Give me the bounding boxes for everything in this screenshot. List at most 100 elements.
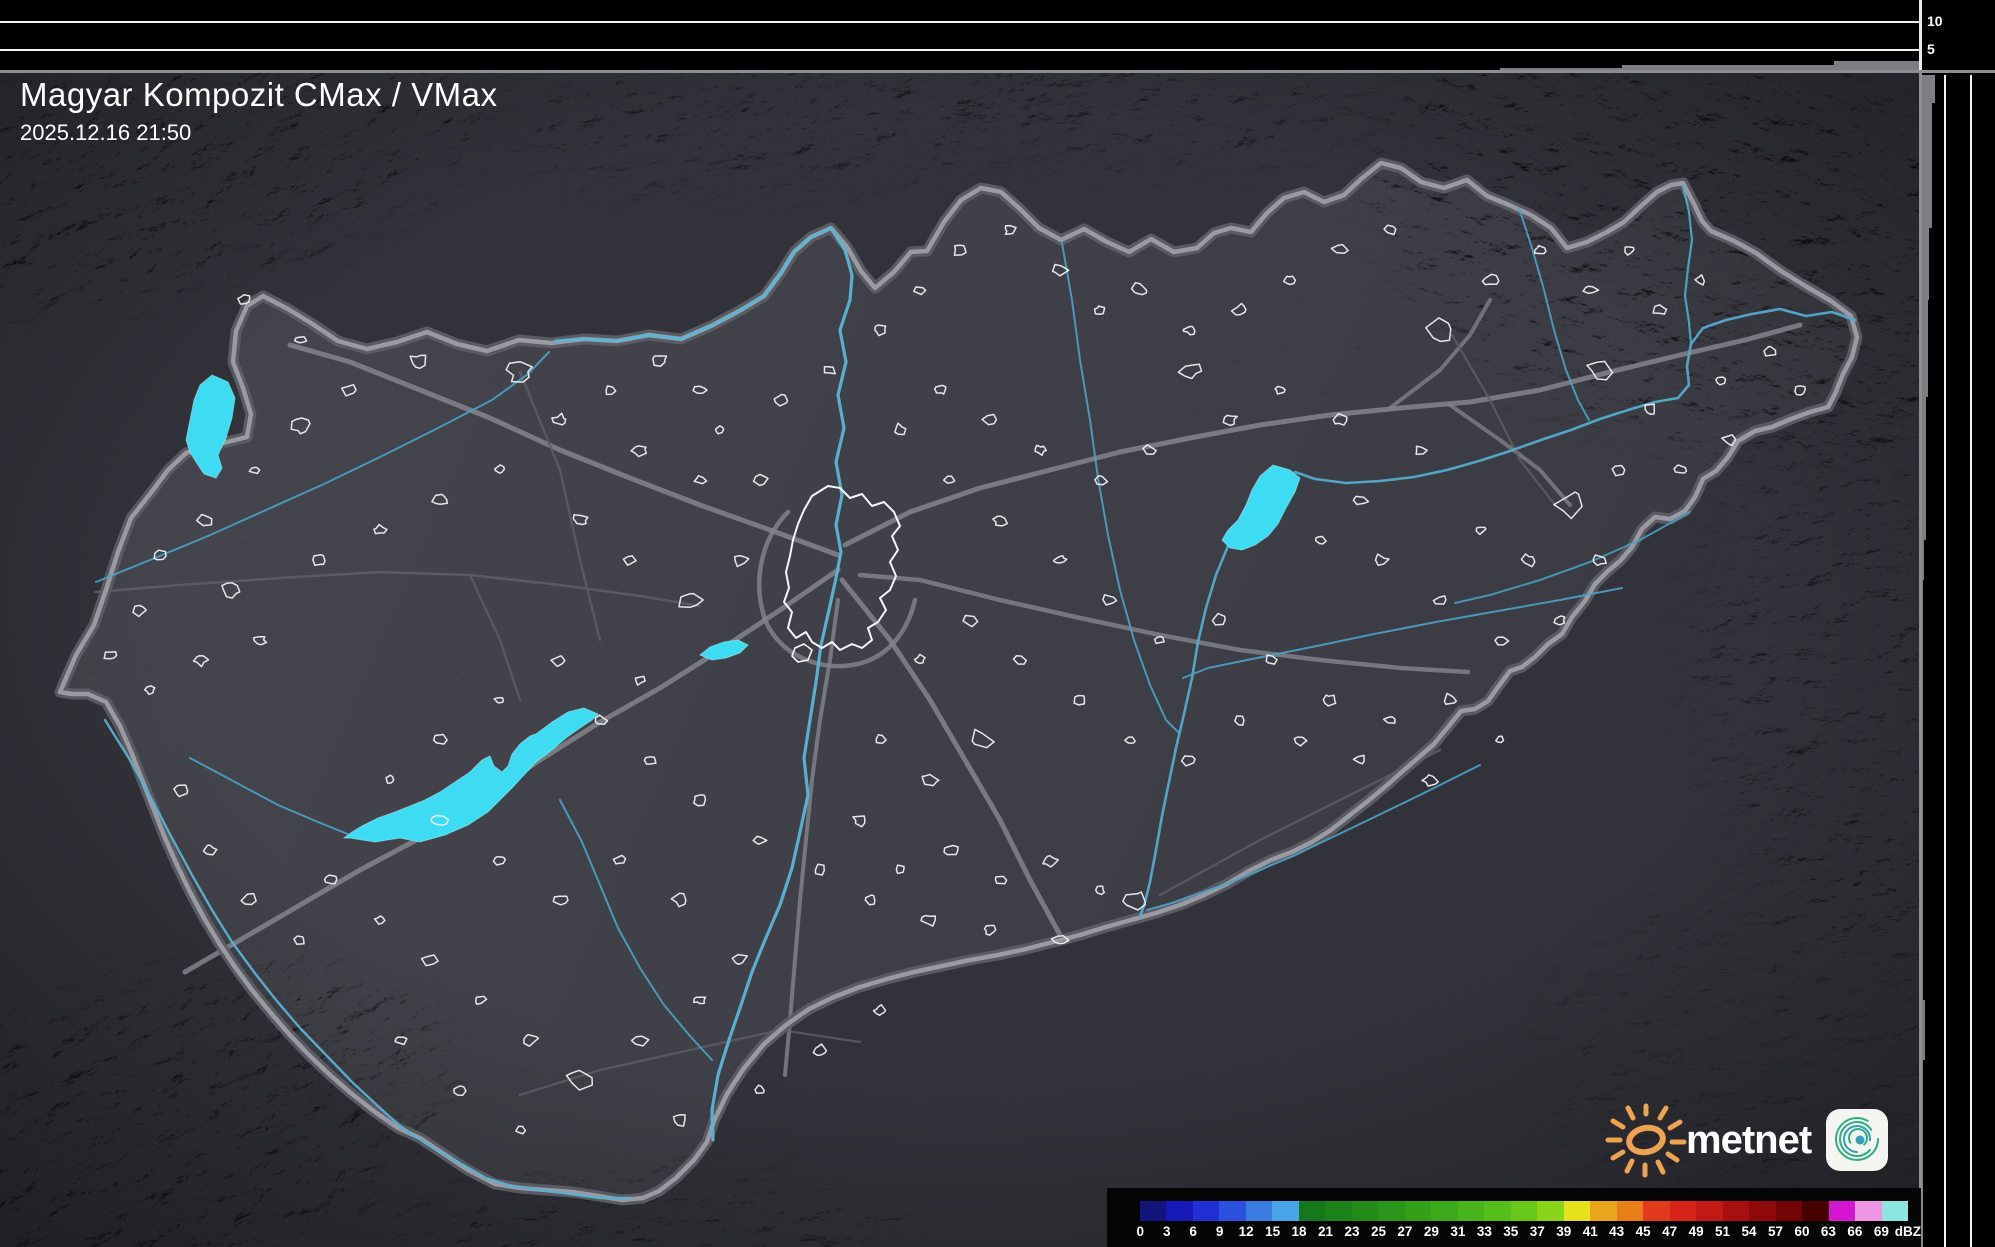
top-profile-label-10: 10 — [1927, 13, 1943, 29]
river-zagyva — [1061, 242, 1179, 733]
settlement-outline — [823, 365, 836, 375]
lake-ferto — [185, 374, 236, 479]
settlement-outline — [634, 675, 646, 686]
settlement-outline — [1421, 774, 1439, 787]
dbz-color-segment — [1166, 1201, 1193, 1221]
timestamp: 2025.12.16 21:50 — [20, 120, 192, 145]
dbz-tick-label: 25 — [1370, 1224, 1386, 1239]
settlement-outline — [752, 835, 768, 845]
top-profile-label-5: 5 — [1927, 41, 1935, 57]
dbz-color-segment — [1616, 1201, 1644, 1221]
settlement-outline-budapest-south — [791, 643, 813, 663]
dbz-tick-label: 23 — [1344, 1224, 1360, 1239]
settlement-outline — [752, 473, 769, 487]
dbz-color-scale — [1140, 1201, 1909, 1221]
settlement-outline — [103, 651, 118, 660]
terrain-profile-bar — [1500, 68, 1622, 70]
settlement-outline — [1794, 385, 1807, 396]
terrain-profile-bar — [1921, 228, 1929, 300]
river-sajo — [1518, 207, 1590, 421]
dbz-tick-label: 18 — [1291, 1224, 1307, 1239]
settlement-outline — [612, 854, 627, 865]
dbz-tick-label: 45 — [1635, 1224, 1651, 1239]
settlement-outline — [1715, 376, 1727, 386]
settlement-outline — [1052, 554, 1068, 564]
dbz-tick-label: 35 — [1503, 1224, 1519, 1239]
dbz-tick-label: 54 — [1741, 1224, 1757, 1239]
dbz-color-segment — [1192, 1201, 1220, 1221]
road-secondary-4 — [518, 1028, 862, 1097]
dbz-tick-label: 3 — [1162, 1224, 1171, 1239]
dbz-color-segment — [1378, 1201, 1405, 1221]
dbz-color-segment — [1140, 1201, 1167, 1221]
settlement-outline — [1475, 526, 1487, 536]
settlement-outline — [290, 417, 311, 435]
settlement-outline — [693, 794, 707, 807]
dbz-tick-label: 29 — [1423, 1224, 1439, 1239]
river-tisza-upper — [1293, 307, 1857, 485]
dbz-color-segment — [1590, 1201, 1617, 1221]
settlement-outline — [1673, 464, 1688, 474]
river-tisza-branch — [1681, 184, 1694, 346]
settlement-outline — [1182, 325, 1196, 336]
dbz-color-segment — [1272, 1201, 1299, 1221]
settlement-outline — [394, 1036, 408, 1046]
settlement-outline — [430, 814, 450, 826]
dbz-tick-label: 47 — [1662, 1224, 1678, 1239]
lake-velence — [699, 639, 749, 661]
settlement-outline — [565, 1069, 594, 1091]
dbz-color-segment — [1325, 1201, 1352, 1221]
settlement-outline — [1425, 317, 1452, 343]
settlement-outline — [643, 756, 657, 766]
settlement-outline — [515, 1125, 527, 1135]
settlement-outline — [202, 844, 218, 856]
river-koros-branch — [1454, 511, 1691, 604]
settlement-outline — [1432, 595, 1447, 605]
dbz-tick-labels: 0 3 6 9 12 15 18 21 23 25 27 29 31 33 35 37 39 41 43 45 47 49… — [1127, 1224, 1921, 1242]
river-raba — [95, 351, 550, 583]
settlement-outline — [605, 385, 617, 396]
settlement-outline — [221, 582, 241, 599]
dbz-tick-label: 37 — [1529, 1224, 1545, 1239]
settlement-outline — [385, 774, 395, 784]
settlement-outline — [622, 555, 637, 566]
settlement-outline — [714, 425, 725, 435]
terrain-profile-bar — [1921, 300, 1928, 397]
settlement-outline — [494, 464, 506, 474]
settlement-outline — [962, 614, 979, 628]
settlement-outline — [132, 604, 148, 618]
dbz-color-segment — [1643, 1201, 1670, 1221]
settlement-outline — [1094, 885, 1106, 896]
settlement-outline — [1763, 345, 1777, 357]
settlement-outline — [1352, 495, 1370, 506]
metnet-branding: metnet — [1596, 1098, 1889, 1182]
settlement-outline — [1012, 654, 1028, 665]
road-secondary-2 — [1450, 333, 1557, 507]
settlement-outline — [630, 445, 648, 458]
settlement-outline — [992, 515, 1009, 527]
settlement-outline — [252, 635, 268, 646]
settlement-outline — [192, 655, 210, 668]
hungary-radar-map — [0, 72, 1921, 1247]
settlement-outline — [492, 855, 507, 866]
dbz-tick-label: 31 — [1450, 1224, 1466, 1239]
settlement-outline — [493, 696, 505, 704]
dbz-tick-label: 0 — [1136, 1224, 1144, 1239]
settlement-outline — [1624, 246, 1635, 256]
settlement-outline — [652, 355, 668, 368]
settlement-outline — [953, 244, 967, 256]
road-m0-ring — [757, 509, 918, 669]
settlement-outline — [293, 935, 305, 945]
dbz-tick-label: 39 — [1556, 1224, 1572, 1239]
lakes — [185, 374, 1301, 843]
river-sio — [559, 799, 713, 1061]
dbz-tick-label: 9 — [1215, 1224, 1224, 1239]
terrain-profile-bar — [1921, 397, 1926, 540]
settlement-outline — [237, 294, 251, 305]
dbz-color-segment — [1404, 1201, 1432, 1221]
dbz-color-segment — [1457, 1201, 1485, 1221]
settlement-outline — [933, 384, 947, 395]
settlement-outline — [1051, 263, 1070, 277]
settlement-outline — [981, 413, 998, 426]
settlement-outline — [913, 286, 927, 296]
